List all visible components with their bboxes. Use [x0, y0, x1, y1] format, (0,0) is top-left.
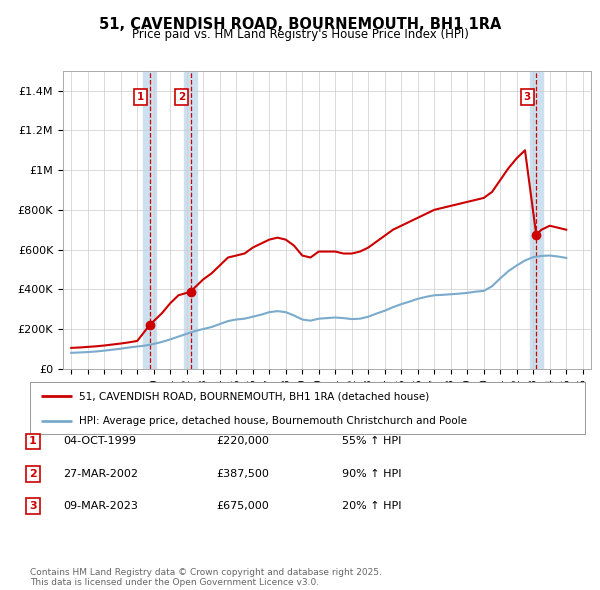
Text: 20% ↑ HPI: 20% ↑ HPI — [342, 502, 401, 511]
Text: 3: 3 — [524, 91, 531, 101]
Text: £675,000: £675,000 — [216, 502, 269, 511]
Text: 2: 2 — [29, 469, 37, 478]
Text: 27-MAR-2002: 27-MAR-2002 — [63, 469, 138, 478]
Text: 04-OCT-1999: 04-OCT-1999 — [63, 437, 136, 446]
Bar — [143, 71, 156, 369]
Bar — [184, 71, 197, 369]
Text: 1: 1 — [137, 91, 144, 101]
Text: 90% ↑ HPI: 90% ↑ HPI — [342, 469, 401, 478]
Text: 3: 3 — [29, 502, 37, 511]
Text: 51, CAVENDISH ROAD, BOURNEMOUTH, BH1 1RA: 51, CAVENDISH ROAD, BOURNEMOUTH, BH1 1RA — [99, 17, 501, 31]
Bar — [530, 71, 543, 369]
Text: Contains HM Land Registry data © Crown copyright and database right 2025.
This d: Contains HM Land Registry data © Crown c… — [30, 568, 382, 587]
Text: £220,000: £220,000 — [216, 437, 269, 446]
Text: Price paid vs. HM Land Registry's House Price Index (HPI): Price paid vs. HM Land Registry's House … — [131, 28, 469, 41]
Text: £387,500: £387,500 — [216, 469, 269, 478]
Text: HPI: Average price, detached house, Bournemouth Christchurch and Poole: HPI: Average price, detached house, Bour… — [79, 416, 467, 425]
Text: 51, CAVENDISH ROAD, BOURNEMOUTH, BH1 1RA (detached house): 51, CAVENDISH ROAD, BOURNEMOUTH, BH1 1RA… — [79, 391, 429, 401]
Text: 55% ↑ HPI: 55% ↑ HPI — [342, 437, 401, 446]
Text: 2: 2 — [178, 91, 185, 101]
Text: 1: 1 — [29, 437, 37, 446]
Text: 09-MAR-2023: 09-MAR-2023 — [63, 502, 138, 511]
